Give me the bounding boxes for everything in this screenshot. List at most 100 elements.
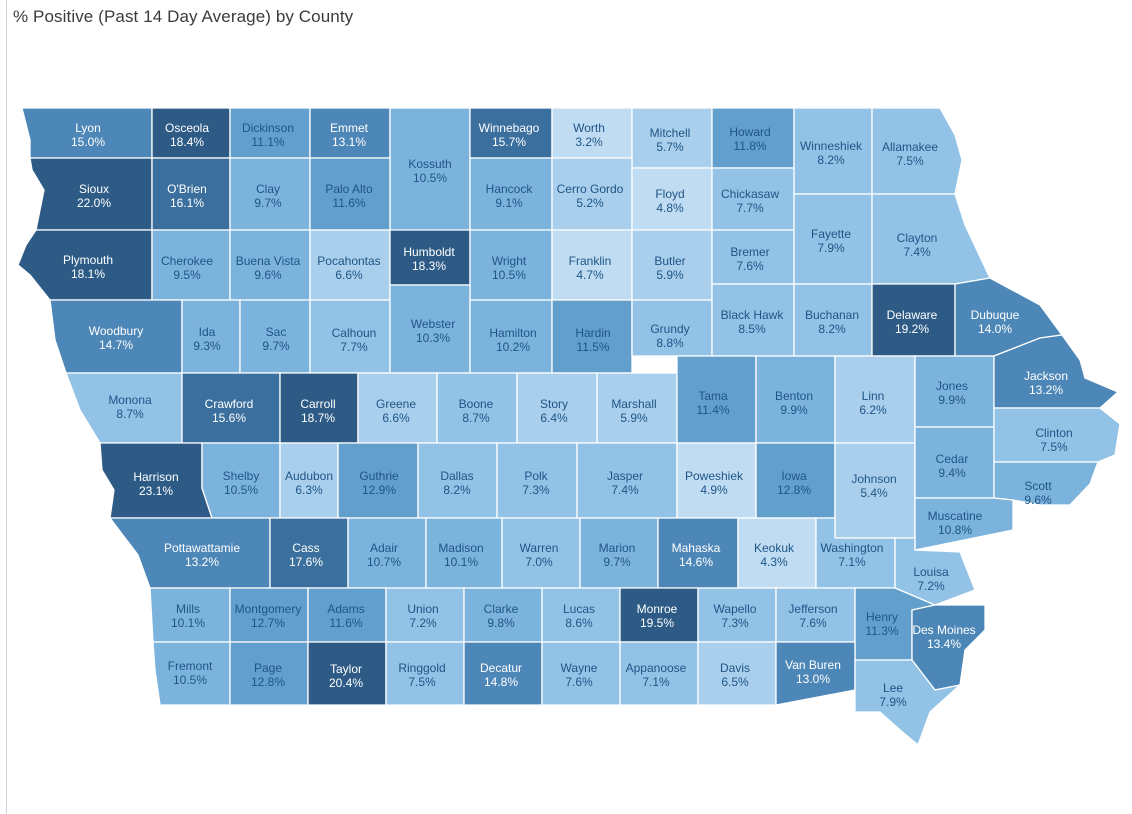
county-name-dubuque: Dubuque — [971, 308, 1020, 322]
county-value-hancock: 9.1% — [495, 196, 523, 210]
county-name-des-moines: Des Moines — [912, 623, 975, 637]
county-name-guthrie: Guthrie — [359, 469, 399, 483]
county-value-adams: 11.6% — [329, 616, 362, 630]
county-name-ida: Ida — [199, 325, 216, 339]
county-name-bremer: Bremer — [730, 245, 769, 259]
county-name-hancock: Hancock — [486, 182, 534, 196]
county-value-grundy: 8.8% — [656, 336, 684, 350]
county-value-cedar: 9.4% — [938, 466, 966, 480]
county-value-crawford: 15.6% — [212, 411, 246, 425]
county-value-wright: 10.5% — [492, 268, 526, 282]
county-value-fayette: 7.9% — [817, 241, 845, 255]
county-name-wayne: Wayne — [561, 661, 598, 675]
county-shapes — [17, 107, 1121, 747]
county-value-palo-alto: 11.6% — [332, 196, 365, 210]
county-value-benton: 9.9% — [780, 403, 808, 417]
county-name-woodbury: Woodbury — [89, 324, 143, 338]
county-name-mitchell: Mitchell — [650, 126, 691, 140]
county-value-polk: 7.3% — [522, 483, 550, 497]
county-value-winnebago: 15.7% — [492, 135, 526, 149]
county-value-greene: 6.6% — [382, 411, 410, 425]
county-value-ringgold: 7.5% — [408, 675, 436, 689]
county-name-harrison: Harrison — [133, 470, 178, 484]
county-value-audubon: 6.3% — [295, 483, 323, 497]
county-value-van-buren: 13.0% — [796, 672, 830, 686]
county-value-linn: 6.2% — [859, 403, 887, 417]
county-value-black-hawk: 8.5% — [738, 322, 766, 336]
county-name-iowa: Iowa — [781, 469, 807, 483]
county-name-shelby: Shelby — [223, 469, 260, 483]
county-value-allamakee: 7.5% — [896, 154, 924, 168]
county-value-buena-vista: 9.6% — [254, 268, 282, 282]
county-name-grundy: Grundy — [650, 322, 689, 336]
county-name-palo-alto: Palo Alto — [325, 182, 373, 196]
county-name-pottawattamie: Pottawattamie — [164, 541, 240, 555]
county-value-jefferson: 7.6% — [799, 616, 827, 630]
county-name-page: Page — [254, 661, 282, 675]
county-name-clinton: Clinton — [1035, 426, 1072, 440]
county-name-muscatine: Muscatine — [928, 509, 983, 523]
county-value-dallas: 8.2% — [443, 483, 471, 497]
county-value-marshall: 5.9% — [620, 411, 648, 425]
county-value-jones: 9.9% — [938, 393, 966, 407]
county-value-poweshiek: 4.9% — [700, 483, 728, 497]
county-name-plymouth: Plymouth — [63, 253, 113, 267]
county-name-winnebago: Winnebago — [479, 121, 540, 135]
county-value-o-brien: 16.1% — [170, 196, 204, 210]
county-name-cass: Cass — [292, 541, 319, 555]
county-value-buchanan: 8.2% — [818, 322, 846, 336]
county-value-harrison: 23.1% — [139, 484, 173, 498]
county-name-delaware: Delaware — [887, 308, 938, 322]
county-name-humboldt: Humboldt — [403, 245, 455, 259]
county-value-cass: 17.6% — [289, 555, 323, 569]
county-name-wapello: Wapello — [714, 602, 757, 616]
county-value-kossuth: 10.5% — [413, 171, 447, 185]
county-value-johnson: 5.4% — [860, 486, 888, 500]
county-name-calhoun: Calhoun — [332, 326, 377, 340]
county-name-scott: Scott — [1024, 479, 1052, 493]
county-name-ringgold: Ringgold — [398, 661, 445, 675]
county-name-decatur: Decatur — [480, 661, 522, 675]
county-value-clay: 9.7% — [254, 196, 282, 210]
county-name-marion: Marion — [599, 541, 636, 555]
county-name-adams: Adams — [327, 602, 364, 616]
county-value-humboldt: 18.3% — [412, 259, 446, 273]
county-value-chickasaw: 7.7% — [736, 201, 764, 215]
county-value-butler: 5.9% — [656, 268, 684, 282]
county-lee[interactable] — [854, 659, 963, 747]
county-name-webster: Webster — [411, 317, 455, 331]
county-name-cedar: Cedar — [936, 452, 969, 466]
county-name-boone: Boone — [459, 397, 494, 411]
county-name-greene: Greene — [376, 397, 416, 411]
county-name-floyd: Floyd — [655, 187, 684, 201]
county-value-jackson: 13.2% — [1029, 383, 1063, 397]
county-name-audubon: Audubon — [285, 469, 333, 483]
county-value-osceola: 18.4% — [170, 135, 204, 149]
county-name-o-brien: O'Brien — [167, 182, 207, 196]
county-name-fayette: Fayette — [811, 227, 851, 241]
county-value-guthrie: 12.9% — [362, 483, 396, 497]
county-name-taylor: Taylor — [330, 662, 362, 676]
county-value-lyon: 15.0% — [71, 135, 105, 149]
county-name-clay: Clay — [256, 182, 280, 196]
county-name-montgomery: Montgomery — [235, 602, 302, 616]
county-value-tama: 11.4% — [696, 403, 729, 417]
county-name-fremont: Fremont — [168, 659, 213, 673]
county-name-lee: Lee — [883, 681, 903, 695]
county-name-monroe: Monroe — [637, 602, 678, 616]
county-name-poweshiek: Poweshiek — [685, 469, 744, 483]
county-value-montgomery: 12.7% — [251, 616, 285, 630]
county-value-scott: 9.6% — [1024, 493, 1052, 507]
county-value-mahaska: 14.6% — [679, 555, 713, 569]
county-name-marshall: Marshall — [611, 397, 656, 411]
county-value-pocahontas: 6.6% — [335, 268, 363, 282]
county-name-clayton: Clayton — [897, 231, 938, 245]
county-name-buena-vista: Buena Vista — [236, 254, 301, 268]
county-value-henry: 11.3% — [865, 624, 898, 638]
county-fremont[interactable] — [152, 641, 231, 706]
county-value-carroll: 18.7% — [301, 411, 335, 425]
county-name-benton: Benton — [775, 389, 813, 403]
county-value-appanoose: 7.1% — [642, 675, 670, 689]
county-name-howard: Howard — [729, 125, 770, 139]
county-name-kossuth: Kossuth — [408, 157, 451, 171]
